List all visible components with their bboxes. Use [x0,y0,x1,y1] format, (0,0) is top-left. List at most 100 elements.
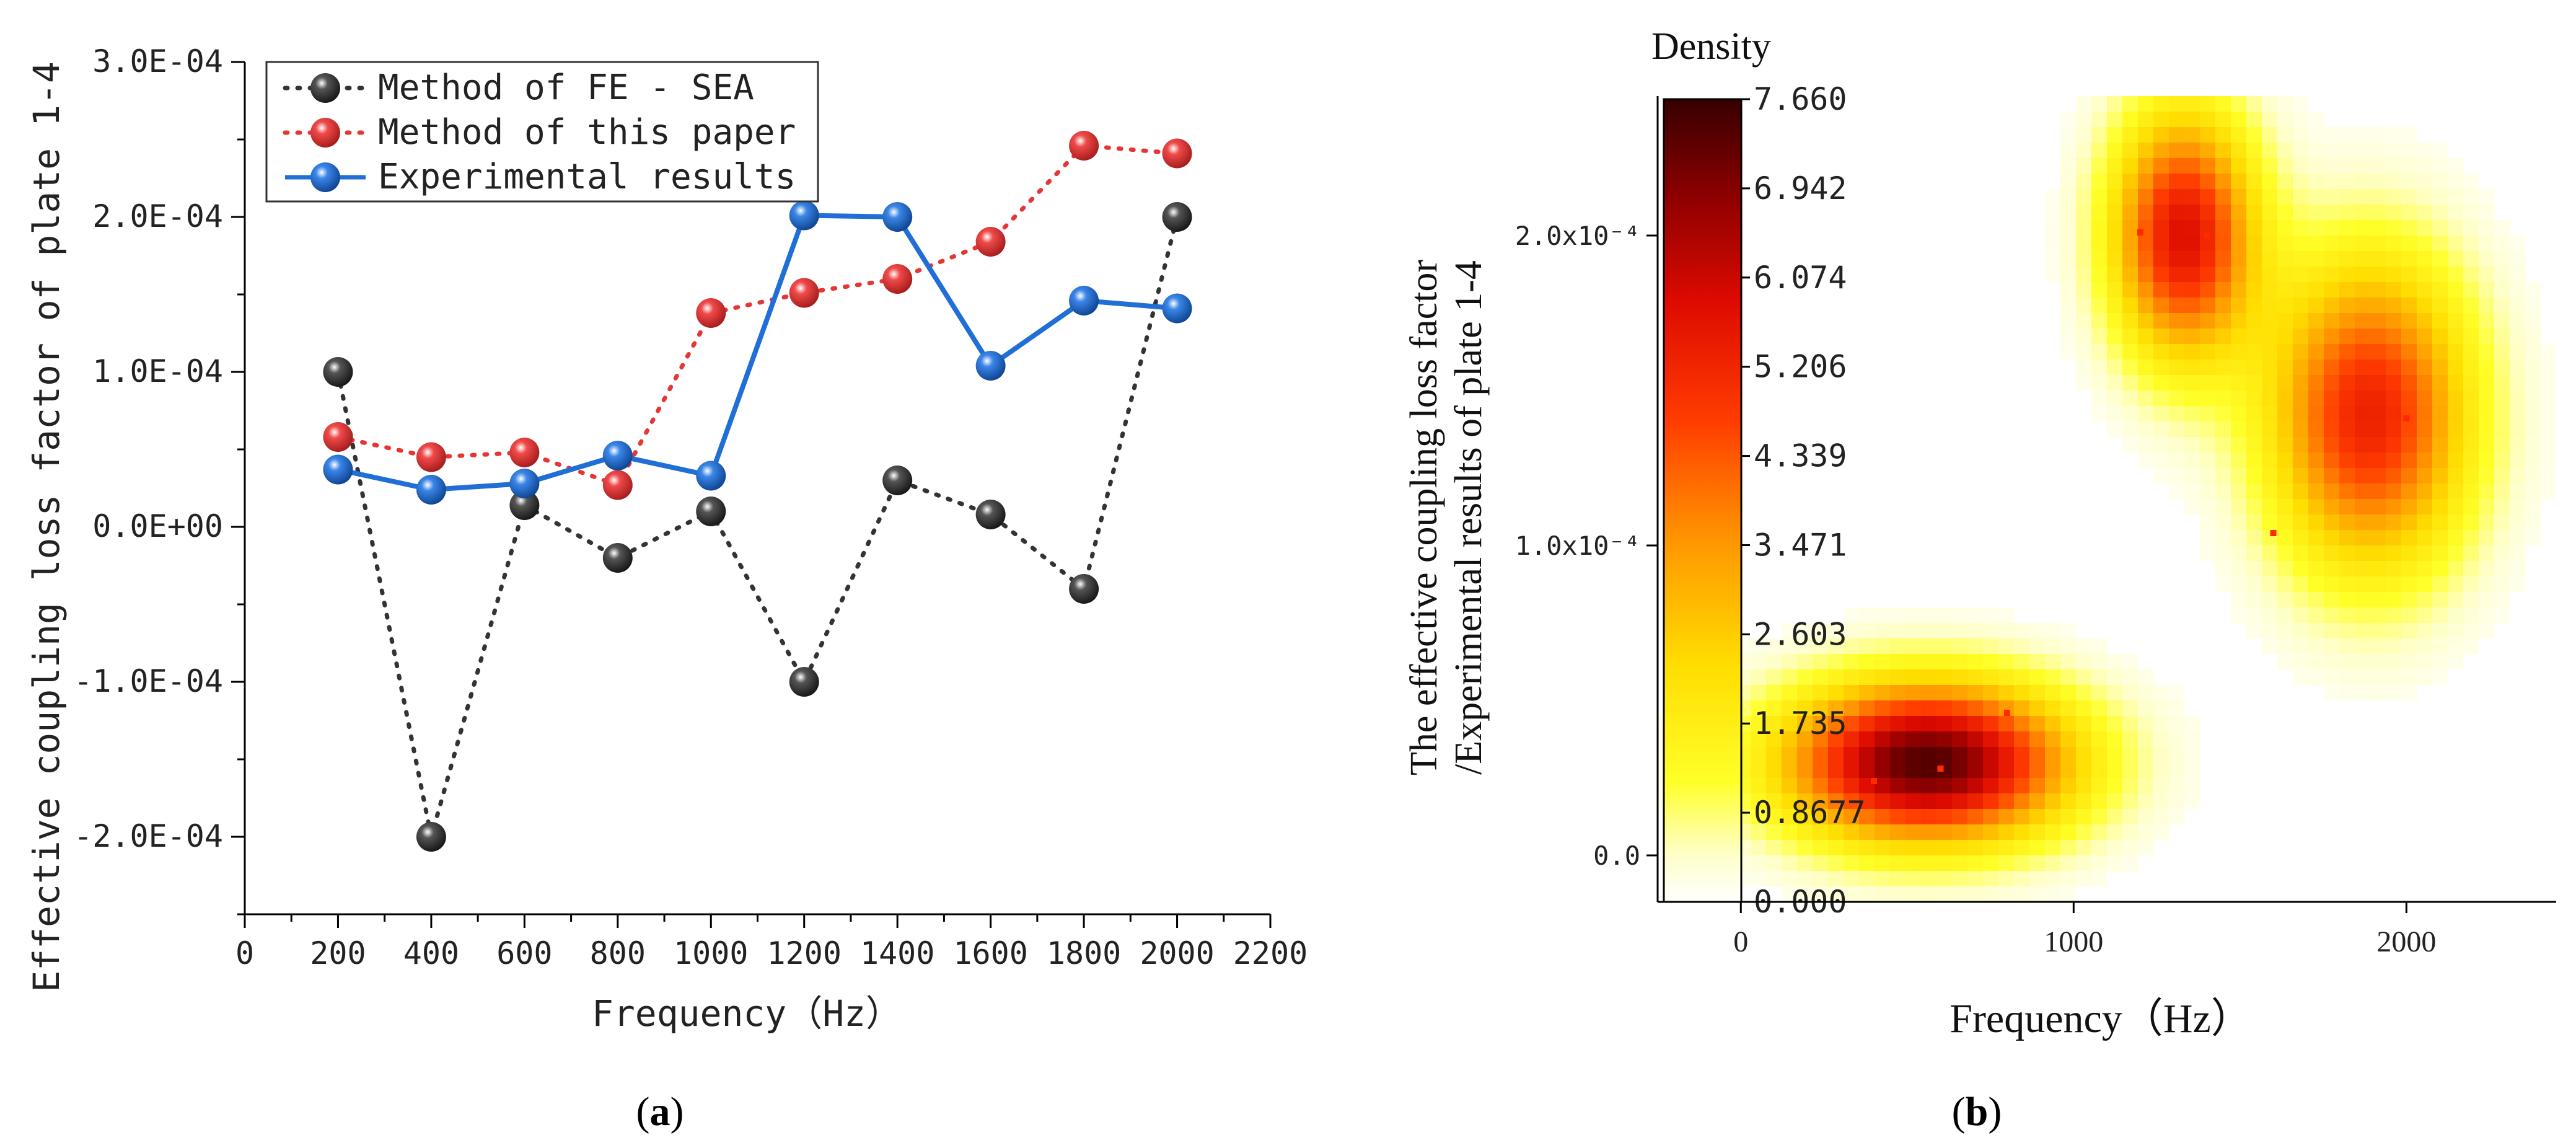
chart-b-heat-cell [2153,174,2169,190]
chart-b-heat-cell [2153,700,2169,717]
chart-b-heat-cell [2324,282,2340,298]
chart-b-heat-cell [2076,638,2092,655]
chart-b-heat-cell [2293,499,2309,515]
chart-b-heat-cell [2091,189,2108,205]
chart-b-heat-cell [2417,421,2433,438]
chart-b-heat-cell [2277,96,2293,112]
chart-b-heat-cell [2355,468,2371,484]
chart-b-heat-cell [2060,174,2077,190]
chart-b-heat-cell [2386,174,2402,190]
chart-b-heat-cell [2122,824,2139,841]
chart-b-heat-cell [1983,716,1999,732]
chart-b-heat-cell [2370,298,2386,314]
chart-b-heat-cell [2014,871,2030,887]
chart-b-heat-cell [2231,96,2247,112]
chart-b-heat-cell [1828,886,1844,902]
chart-b-heat-cell [2432,220,2448,236]
chart-b-heat-cell [2107,220,2123,236]
chart-b-heat-cell [2324,406,2340,422]
chart-b-heat-cell [2308,127,2324,143]
chart-b-heat-cell [2076,236,2092,252]
chart-b-heat-cell [1983,731,1999,748]
chart-b-heat-cell [2246,112,2262,128]
chart-b-heat-cell [2494,391,2510,407]
chart-a-x-tick-label: 1600 [953,935,1027,971]
chart-b-heat-cell [2029,778,2046,794]
chart-b-heat-cell [2370,158,2386,174]
chart-b-heat-cell [2494,468,2510,484]
chart-a-point-s3 [323,454,353,485]
chart-b-heat-cell [2091,360,2108,376]
chart-b-heat-cell [2215,96,2231,112]
chart-b-heat-cell [1859,700,1875,717]
chart-b-heat-cell [2215,251,2231,267]
chart-b-heat-cell [2246,375,2262,391]
chart-b-heat-cell [2386,251,2402,267]
chart-a-series-line-1 [335,214,1180,839]
chart-b-heat-cell [2060,638,2077,655]
chart-b-heat-cell [2091,793,2108,810]
chart-b-heat-cell [2463,468,2479,484]
chart-b-heat-cell [2479,189,2495,205]
chart-a-point-s1 [789,667,819,697]
chart-b-y-tick-label: 2.0x10⁻⁴ [1515,221,1640,251]
chart-b-heat-cell [1844,623,1860,639]
chart-b-heat-cell [2494,251,2510,267]
chart-b-heat-cell [2370,174,2386,190]
chart-b-heat-cell [2215,360,2231,376]
chart-b-heat-cell [2262,499,2278,515]
chart-b-heat-cell [2262,607,2278,624]
chart-b-heat-cell [2014,716,2030,732]
chart-b-heat-cell [2169,437,2185,453]
chart-b-heat-cell [2463,638,2479,655]
chart-b-heat-cell [2370,143,2386,159]
chart-b-heat-cell [1859,809,1875,825]
chart-b-heat-cell [2370,483,2386,500]
chart-b-heat-cell [2262,561,2278,577]
chart-b-heat-cell [2355,592,2371,608]
chart-b-heat-cell [2246,189,2262,205]
chart-b-heat-cell [2432,576,2448,593]
chart-b-heat-cell [2541,344,2556,360]
chart-b-heat-cell [2355,360,2371,376]
chart-b-heat-cell [2138,143,2154,159]
chart-b-heat-cell [2045,669,2061,686]
chart-b-heat-cell [2386,158,2402,174]
chart-b-heat-cell [2401,576,2417,593]
chart-a-y-ticks: -2.0E-04-1.0E-040.0E+001.0E-042.0E-043.0… [74,43,245,916]
chart-b-heat-cell [2386,545,2402,562]
chart-b-heat-cell [1906,638,1922,655]
chart-b-heat-cell [2107,127,2123,143]
chart-b-heat-cell [2277,391,2293,407]
chart-b-heat-cell [1766,638,1782,655]
chart-b-heat-cell [2479,530,2495,546]
chart-b-heat-cell [2153,313,2169,329]
chart-b-heat-cell [2386,685,2402,701]
chart-b-heat-cell [2122,700,2139,717]
chart-a-x-tick-label: 1400 [860,935,934,971]
chart-b-heat-cell [2417,220,2433,236]
chart-b-heat-cell [2246,344,2262,360]
chart-b-heat-cell [1751,778,1767,794]
chart-b-heat-cell [1967,685,1984,701]
chart-b-heat-cell [2060,112,2077,128]
chart-b-heat-cell [2324,375,2340,391]
chart-b-heat-cell [1828,654,1844,670]
chart-b-heat-cell [2479,236,2495,252]
chart-b-heat-cell [2014,654,2030,670]
chart-b-heat-cell [2107,375,2123,391]
chart-b-heat-cell [2076,793,2092,810]
chart-b-heat-cell [2215,112,2231,128]
chart-b-heat-cell [2169,406,2185,422]
chart-b-heat-cell [2076,251,2092,267]
chart-b-heat-cell [2417,158,2433,174]
chart-b-heat-cell [2091,638,2108,655]
chart-b-heat-cell [2401,530,2417,546]
chart-b-heat-cell [2494,406,2510,422]
chart-b-heat-cell [2386,654,2402,670]
chart-b-sample-point [2204,232,2210,239]
chart-b-heat-cell [2215,437,2231,453]
chart-b-heat-cell [2122,731,2139,748]
chart-b-heat-cell [2107,778,2123,794]
chart-b-heat-cell [2324,251,2340,267]
